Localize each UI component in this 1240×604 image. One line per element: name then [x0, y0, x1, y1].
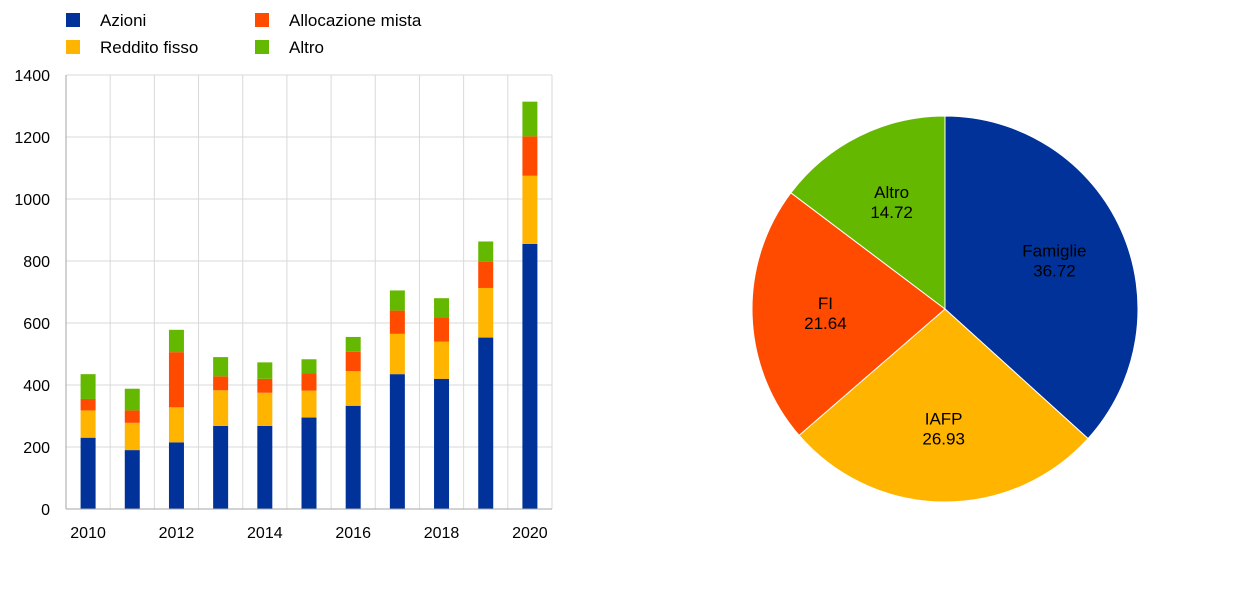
bar-azioni-2013: [213, 425, 229, 509]
legend-swatch-reddito-fisso: [66, 40, 80, 54]
axes: [65, 75, 552, 510]
bar-reddito-fisso-2020: [522, 175, 538, 244]
bar-allocazione-mista-2016: [345, 351, 361, 372]
bar-reddito-fisso-2019: [478, 287, 494, 338]
legend-label-reddito-fisso: Reddito fisso: [100, 38, 198, 57]
bar-altro-2013: [213, 357, 229, 377]
pie-slice-iafp: [798, 308, 1089, 503]
y-tick-label: 1000: [14, 192, 50, 209]
pie-slice-altro: [790, 115, 946, 311]
bar-azioni-2016: [345, 405, 361, 509]
bar-allocazione-mista-2019: [478, 261, 494, 288]
y-tick-label: 1200: [14, 130, 50, 147]
bar-allocazione-mista-2011: [124, 410, 140, 423]
bar-reddito-fisso-2010: [80, 410, 96, 438]
bar-azioni-2017: [389, 374, 405, 509]
pie-slices: [751, 115, 1139, 503]
pie-value-altro: 14.72: [870, 203, 913, 222]
bar-allocazione-mista-2014: [257, 378, 273, 393]
bar-reddito-fisso-2016: [345, 371, 361, 406]
bar-azioni-2020: [522, 243, 538, 509]
bar-azioni-2015: [301, 417, 317, 509]
bar-azioni-2012: [168, 442, 184, 509]
bar-altro-2019: [478, 241, 494, 262]
bar-allocazione-mista-2017: [389, 310, 405, 334]
x-tick-label: 2012: [159, 525, 195, 542]
x-tick-label: 2016: [335, 525, 371, 542]
legend-label-azioni: Azioni: [100, 11, 146, 30]
bar-azioni-2014: [257, 425, 273, 509]
bar-allocazione-mista-2012: [168, 352, 184, 408]
bar-altro-2011: [124, 388, 140, 411]
bar-azioni-2010: [80, 437, 96, 509]
bar-altro-2020: [522, 101, 538, 137]
pie-slice-fi: [751, 192, 946, 437]
bar-reddito-fisso-2017: [389, 333, 405, 375]
pie-label-iafp: IAFP: [925, 410, 963, 429]
y-tick-labels: 0 200 400 600 800 1000 1200 1400: [14, 68, 50, 519]
bar-allocazione-mista-2010: [80, 398, 96, 411]
bar-reddito-fisso-2011: [124, 422, 140, 451]
legend-label-altro: Altro: [289, 38, 324, 57]
legend-swatch-altro: [255, 40, 269, 54]
pie-label-fi: FI: [818, 294, 833, 313]
bar-azioni-2018: [434, 378, 450, 509]
bar-altro-2010: [80, 374, 96, 399]
bar-allocazione-mista-2013: [213, 376, 229, 391]
bar-altro-2014: [257, 362, 273, 379]
bar-reddito-fisso-2014: [257, 392, 273, 426]
legend-swatch-azioni: [66, 13, 80, 27]
bar-altro-2018: [434, 298, 450, 318]
pie-value-famiglie: 36.72: [1033, 262, 1076, 281]
stacked-bar-chart: Azioni Allocazione mista Reddito fisso Altr…: [14, 11, 553, 542]
bar-reddito-fisso-2013: [213, 390, 229, 426]
bar-reddito-fisso-2012: [168, 407, 184, 443]
y-tick-label: 0: [41, 502, 50, 519]
pie-value-fi: 21.64: [804, 314, 847, 333]
y-tick-label: 800: [23, 254, 50, 271]
y-tick-label: 200: [23, 440, 50, 457]
legend-label-allocazione-mista: Allocazione mista: [289, 11, 422, 30]
legend: Azioni Allocazione mista Reddito fisso Altr…: [66, 11, 422, 57]
x-tick-label: 2018: [424, 525, 460, 542]
bar-allocazione-mista-2018: [434, 317, 450, 342]
bar-allocazione-mista-2020: [522, 136, 538, 176]
x-tick-labels: 2010 2012 2014 2016 2018 2020: [70, 525, 548, 542]
bar-altro-2017: [389, 290, 405, 311]
bar-altro-2015: [301, 359, 317, 374]
y-tick-label: 400: [23, 378, 50, 395]
bar-allocazione-mista-2015: [301, 373, 317, 391]
bar-reddito-fisso-2018: [434, 341, 450, 379]
x-tick-label: 2010: [70, 525, 106, 542]
bar-azioni-2011: [124, 450, 140, 509]
y-tick-label: 600: [23, 316, 50, 333]
x-tick-label: 2014: [247, 525, 283, 542]
pie-value-iafp: 26.93: [922, 430, 965, 449]
pie-slice-famiglie: [944, 115, 1139, 440]
x-tick-label: 2020: [512, 525, 548, 542]
bar-altro-2016: [345, 336, 361, 352]
pie-label-altro: Altro: [874, 183, 909, 202]
pie-label-famiglie: Famiglie: [1022, 242, 1086, 261]
bars: [80, 101, 538, 509]
bar-altro-2012: [168, 329, 184, 353]
y-tick-label: 1400: [14, 68, 50, 85]
bar-reddito-fisso-2015: [301, 390, 317, 418]
bar-azioni-2019: [478, 337, 494, 509]
legend-swatch-allocazione-mista: [255, 13, 269, 27]
